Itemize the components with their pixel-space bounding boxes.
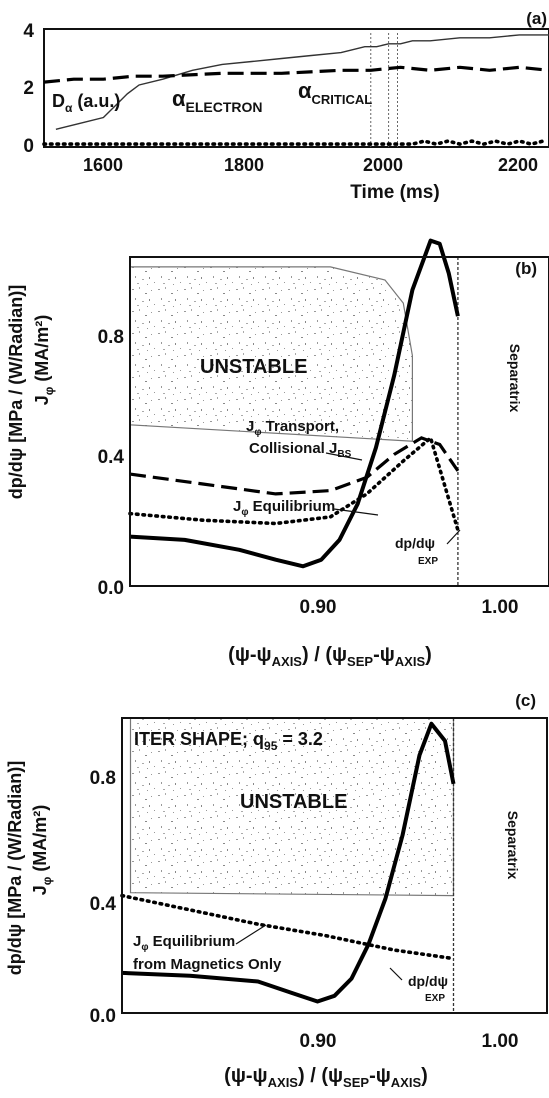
series-c-j-equilibrium-from-magnetics-only <box>120 893 456 961</box>
series-b-j-transport-collisional-jbs <box>129 436 460 496</box>
transport-label-b-2: Collisional JBS <box>249 440 352 460</box>
panel-a-y-tick-4: 4 <box>23 21 34 42</box>
panel-c-y-tick-00: 0.0 <box>90 1006 116 1027</box>
panel-a: (a) 0 2 4 1600 1800 2000 2200 Time (ms) … <box>23 9 549 203</box>
panel-a-frame <box>43 28 549 148</box>
panel-c: (c) ITER SHAPE; q95 = 3.2 UNSTABLE Separ… <box>5 691 548 1090</box>
dpdpsi-leader-b <box>446 529 461 545</box>
alpha-critical-label: αCRITICAL <box>298 78 372 107</box>
panel-b-y-tick-00: 0.0 <box>98 578 124 599</box>
separatrix-label-c: Separatrix <box>505 811 521 880</box>
dpdpsi-label-c: dp/dψ <box>408 973 448 989</box>
panel-b-label: (b) <box>515 259 537 278</box>
series-a-critical <box>43 65 549 84</box>
equilibrium-leader-c <box>235 924 267 945</box>
series-b-j-equilibrium <box>128 434 460 532</box>
dpdpsi-label-b: dp/dψ <box>395 535 435 551</box>
panel-b: (b) UNSTABLE Separatrix Jφ Transport, Co… <box>6 238 549 669</box>
dpdpsi-sub-b: EXP <box>418 556 438 567</box>
panel-b-x-tick-090: 0.90 <box>300 597 337 618</box>
panel-b-ylabel-dpdpsi: dp/dψ [MPa / (W/Radian)] <box>6 285 26 500</box>
panel-c-ylabel-dpdpsi: dp/dψ [MPa / (W/Radian)] <box>5 761 25 976</box>
transport-leader-b <box>325 452 363 461</box>
series-c-dp-d-exp <box>121 721 456 1004</box>
panel-b-xlabel: (ψ-ψAXIS) / (ψSEP-ψAXIS) <box>228 644 432 669</box>
shape-label-c: ITER SHAPE; q95 = 3.2 <box>134 729 323 753</box>
panel-c-plot <box>120 717 456 1013</box>
panel-a-y-tick-2: 2 <box>23 78 34 99</box>
panel-c-y-tick-08: 0.8 <box>90 768 116 789</box>
panel-b-plot <box>128 238 460 586</box>
unstable-label-c: UNSTABLE <box>240 791 347 813</box>
panel-c-ylabel-jphi: Jφ (MA/m²) <box>30 805 54 896</box>
panel-c-label: (c) <box>515 691 536 710</box>
unstable-region-c <box>129 717 455 897</box>
panel-c-y-tick-04: 0.4 <box>90 894 117 915</box>
panel-b-x-tick-100: 1.00 <box>482 597 519 618</box>
panel-b-y-tick-04: 0.4 <box>98 447 125 468</box>
series-a-electron <box>55 34 549 130</box>
panel-b-frame <box>129 256 549 587</box>
panel-a-label: (a) <box>526 9 547 28</box>
panel-a-xlabel: Time (ms) <box>350 182 439 203</box>
series-a-d-a-u <box>42 139 545 146</box>
panel-b-ylabel-jphi: Jφ (MA/m²) <box>32 315 56 406</box>
equilibrium-label-c: Jφ Equilibrium <box>133 933 235 953</box>
panel-c-xlabel: (ψ-ψAXIS) / (ψSEP-ψAXIS) <box>224 1065 428 1090</box>
equilibrium-leader-b <box>333 508 379 516</box>
panel-a-plot <box>42 33 549 147</box>
panel-a-x-tick-2200: 2200 <box>498 155 538 175</box>
d-alpha-label: Dα (a.u.) <box>52 91 120 115</box>
dpdpsi-leader-c <box>389 967 403 981</box>
equilibrium-label-c-2: from Magnetics Only <box>133 956 282 973</box>
panel-b-y-tick-08: 0.8 <box>98 327 124 348</box>
panel-c-x-tick-100: 1.00 <box>482 1031 519 1052</box>
unstable-region-b <box>129 266 413 442</box>
panel-a-y-tick-0: 0 <box>23 136 34 157</box>
panel-a-x-tick-1600: 1600 <box>83 155 123 175</box>
series-b-dp-d-exp <box>129 238 460 569</box>
panel-a-x-tick-2000: 2000 <box>363 155 403 175</box>
transport-label-b: Jφ Transport, <box>246 418 339 438</box>
alpha-electron-label: αELECTRON <box>172 86 263 115</box>
panel-c-x-tick-090: 0.90 <box>300 1031 337 1052</box>
separatrix-label-b: Separatrix <box>507 344 523 413</box>
equilibrium-label-b: Jφ Equilibrium <box>233 498 335 518</box>
dpdpsi-sub-c: EXP <box>425 993 445 1004</box>
panel-c-frame <box>121 717 548 1014</box>
panel-a-x-tick-1800: 1800 <box>224 155 264 175</box>
unstable-label-b: UNSTABLE <box>200 356 307 378</box>
